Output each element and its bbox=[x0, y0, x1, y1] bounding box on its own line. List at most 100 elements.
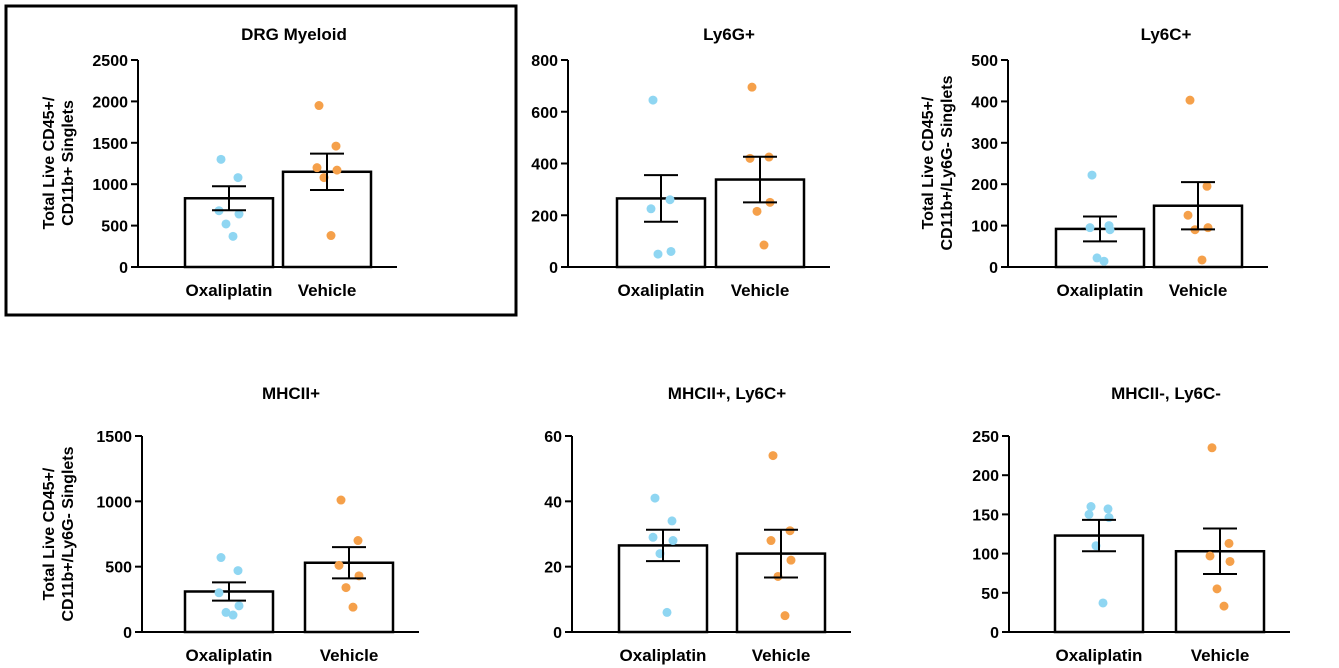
highlight-frame bbox=[4, 4, 518, 317]
data-point-oxaliplatin bbox=[646, 204, 656, 214]
data-point-vehicle bbox=[312, 163, 322, 173]
y-tick-label: 400 bbox=[971, 94, 998, 111]
data-point-oxaliplatin bbox=[1084, 509, 1094, 519]
x-category-label: Oxaliplatin bbox=[1056, 646, 1143, 665]
chart-title: MHCII+ bbox=[262, 384, 320, 403]
data-point-vehicle bbox=[759, 240, 769, 250]
data-point-oxaliplatin bbox=[1105, 225, 1115, 235]
data-point-vehicle bbox=[326, 231, 336, 241]
data-point-vehicle bbox=[1203, 223, 1213, 233]
y-tick-label: 100 bbox=[971, 219, 998, 236]
data-point-oxaliplatin bbox=[1098, 598, 1108, 608]
data-point-oxaliplatin bbox=[216, 553, 226, 563]
y-tick-label: 0 bbox=[549, 260, 558, 277]
data-point-vehicle bbox=[1225, 556, 1235, 566]
y-axis-label-line: Total Live CD45+/ bbox=[920, 96, 937, 229]
y-tick-label: 300 bbox=[971, 136, 998, 153]
x-category-label: Oxaliplatin bbox=[186, 281, 273, 300]
chart-title: MHCII-, Ly6C- bbox=[1111, 384, 1221, 403]
x-category-label: Oxaliplatin bbox=[618, 281, 705, 300]
y-tick-label: 1000 bbox=[92, 177, 128, 194]
y-axis-label-line: CD11b+ Singlets bbox=[60, 100, 77, 226]
data-point-vehicle bbox=[348, 602, 358, 612]
y-tick-label: 500 bbox=[105, 560, 132, 577]
y-tick-label: 100 bbox=[972, 547, 999, 564]
data-point-oxaliplatin bbox=[1086, 502, 1096, 512]
data-point-oxaliplatin bbox=[648, 95, 658, 105]
chart-title: DRG Myeloid bbox=[241, 25, 347, 44]
chart-title: MHCII+, Ly6C+ bbox=[668, 384, 786, 403]
data-point-vehicle bbox=[336, 495, 346, 505]
data-point-oxaliplatin bbox=[234, 601, 244, 611]
y-tick-label: 60 bbox=[544, 429, 562, 446]
data-point-vehicle bbox=[1224, 538, 1234, 548]
x-category-label: Vehicle bbox=[298, 281, 357, 300]
bar-vehicle bbox=[281, 170, 373, 269]
data-point-vehicle bbox=[341, 583, 351, 593]
x-category-label: Oxaliplatin bbox=[1057, 281, 1144, 300]
data-point-vehicle bbox=[766, 536, 776, 546]
data-point-oxaliplatin bbox=[1099, 256, 1109, 266]
data-point-vehicle bbox=[1219, 601, 1229, 611]
chart-panel-6: MHCII-, Ly6C- 0 50 100 150 200 250 Oxaliplatin V… bbox=[972, 384, 1290, 665]
y-axis-label: Total Live CD45+/CD11b+ Singlets bbox=[41, 96, 77, 229]
x-category-label: Vehicle bbox=[320, 646, 379, 665]
data-point-oxaliplatin bbox=[234, 209, 244, 219]
y-tick-label: 20 bbox=[544, 560, 562, 577]
y-axis-label: Total Live CD45+/CD11b+/Ly6G- Singlets bbox=[41, 446, 77, 621]
chart-panel-3: Ly6C+ Total Live CD45+/CD11b+/Ly6G- Singl… bbox=[920, 25, 1268, 300]
data-point-vehicle bbox=[1207, 443, 1217, 453]
y-tick-label: 500 bbox=[101, 219, 128, 236]
chart-panel-4: MHCII+ Total Live CD45+/CD11b+/Ly6G- Sing… bbox=[41, 384, 419, 665]
y-axis-label: Total Live CD45+/CD11b+/Ly6G- Singlets bbox=[920, 75, 956, 250]
y-axis-label-line: CD11b+/Ly6G- Singlets bbox=[939, 75, 956, 250]
data-point-oxaliplatin bbox=[665, 195, 675, 205]
y-axis-label-line: Total Live CD45+/ bbox=[41, 467, 58, 600]
data-point-oxaliplatin bbox=[214, 588, 224, 598]
data-point-vehicle bbox=[331, 141, 341, 151]
y-tick-label: 0 bbox=[123, 625, 132, 642]
data-point-vehicle bbox=[353, 536, 363, 546]
data-point-oxaliplatin bbox=[648, 532, 658, 542]
chart-title: Ly6C+ bbox=[1141, 25, 1192, 44]
data-point-vehicle bbox=[780, 611, 790, 621]
data-point-oxaliplatin bbox=[1085, 223, 1095, 233]
y-tick-label: 1500 bbox=[92, 136, 128, 153]
y-tick-label: 40 bbox=[544, 494, 562, 511]
y-tick-label: 250 bbox=[972, 429, 999, 446]
chart-title: Ly6G+ bbox=[703, 25, 755, 44]
y-axis-label-line: Total Live CD45+/ bbox=[41, 96, 58, 229]
data-point-vehicle bbox=[747, 82, 757, 92]
data-point-oxaliplatin bbox=[667, 516, 677, 526]
y-axis-label-line: CD11b+/Ly6G- Singlets bbox=[60, 446, 77, 621]
data-point-vehicle bbox=[1212, 584, 1222, 594]
y-tick-label: 200 bbox=[972, 468, 999, 485]
x-category-label: Vehicle bbox=[1169, 281, 1228, 300]
x-category-label: Vehicle bbox=[731, 281, 790, 300]
y-tick-label: 150 bbox=[972, 507, 999, 524]
y-tick-label: 0 bbox=[119, 260, 128, 277]
data-point-oxaliplatin bbox=[666, 246, 676, 256]
data-point-oxaliplatin bbox=[1103, 504, 1113, 514]
data-point-oxaliplatin bbox=[228, 231, 238, 241]
data-point-vehicle bbox=[1205, 551, 1215, 561]
chart-panel-1: DRG Myeloid Total Live CD45+/CD11b+ Singl… bbox=[4, 4, 518, 317]
y-tick-label: 50 bbox=[981, 586, 999, 603]
data-point-vehicle bbox=[1202, 181, 1212, 191]
y-tick-label: 0 bbox=[553, 625, 562, 642]
y-tick-label: 1000 bbox=[96, 494, 132, 511]
data-point-oxaliplatin bbox=[662, 607, 672, 617]
y-tick-label: 600 bbox=[531, 105, 558, 122]
data-point-vehicle bbox=[332, 165, 342, 175]
data-point-oxaliplatin bbox=[221, 219, 231, 229]
data-point-vehicle bbox=[1183, 210, 1193, 220]
data-point-oxaliplatin bbox=[653, 249, 663, 259]
chart-panel-5: MHCII+, Ly6C+ 0 20 40 60 Oxaliplatin Vehicle bbox=[544, 384, 851, 665]
x-category-label: Vehicle bbox=[752, 646, 811, 665]
data-point-oxaliplatin bbox=[1087, 170, 1097, 180]
data-point-oxaliplatin bbox=[228, 610, 238, 620]
data-point-vehicle bbox=[1197, 255, 1207, 265]
y-tick-label: 200 bbox=[531, 208, 558, 225]
data-point-oxaliplatin bbox=[668, 536, 678, 546]
